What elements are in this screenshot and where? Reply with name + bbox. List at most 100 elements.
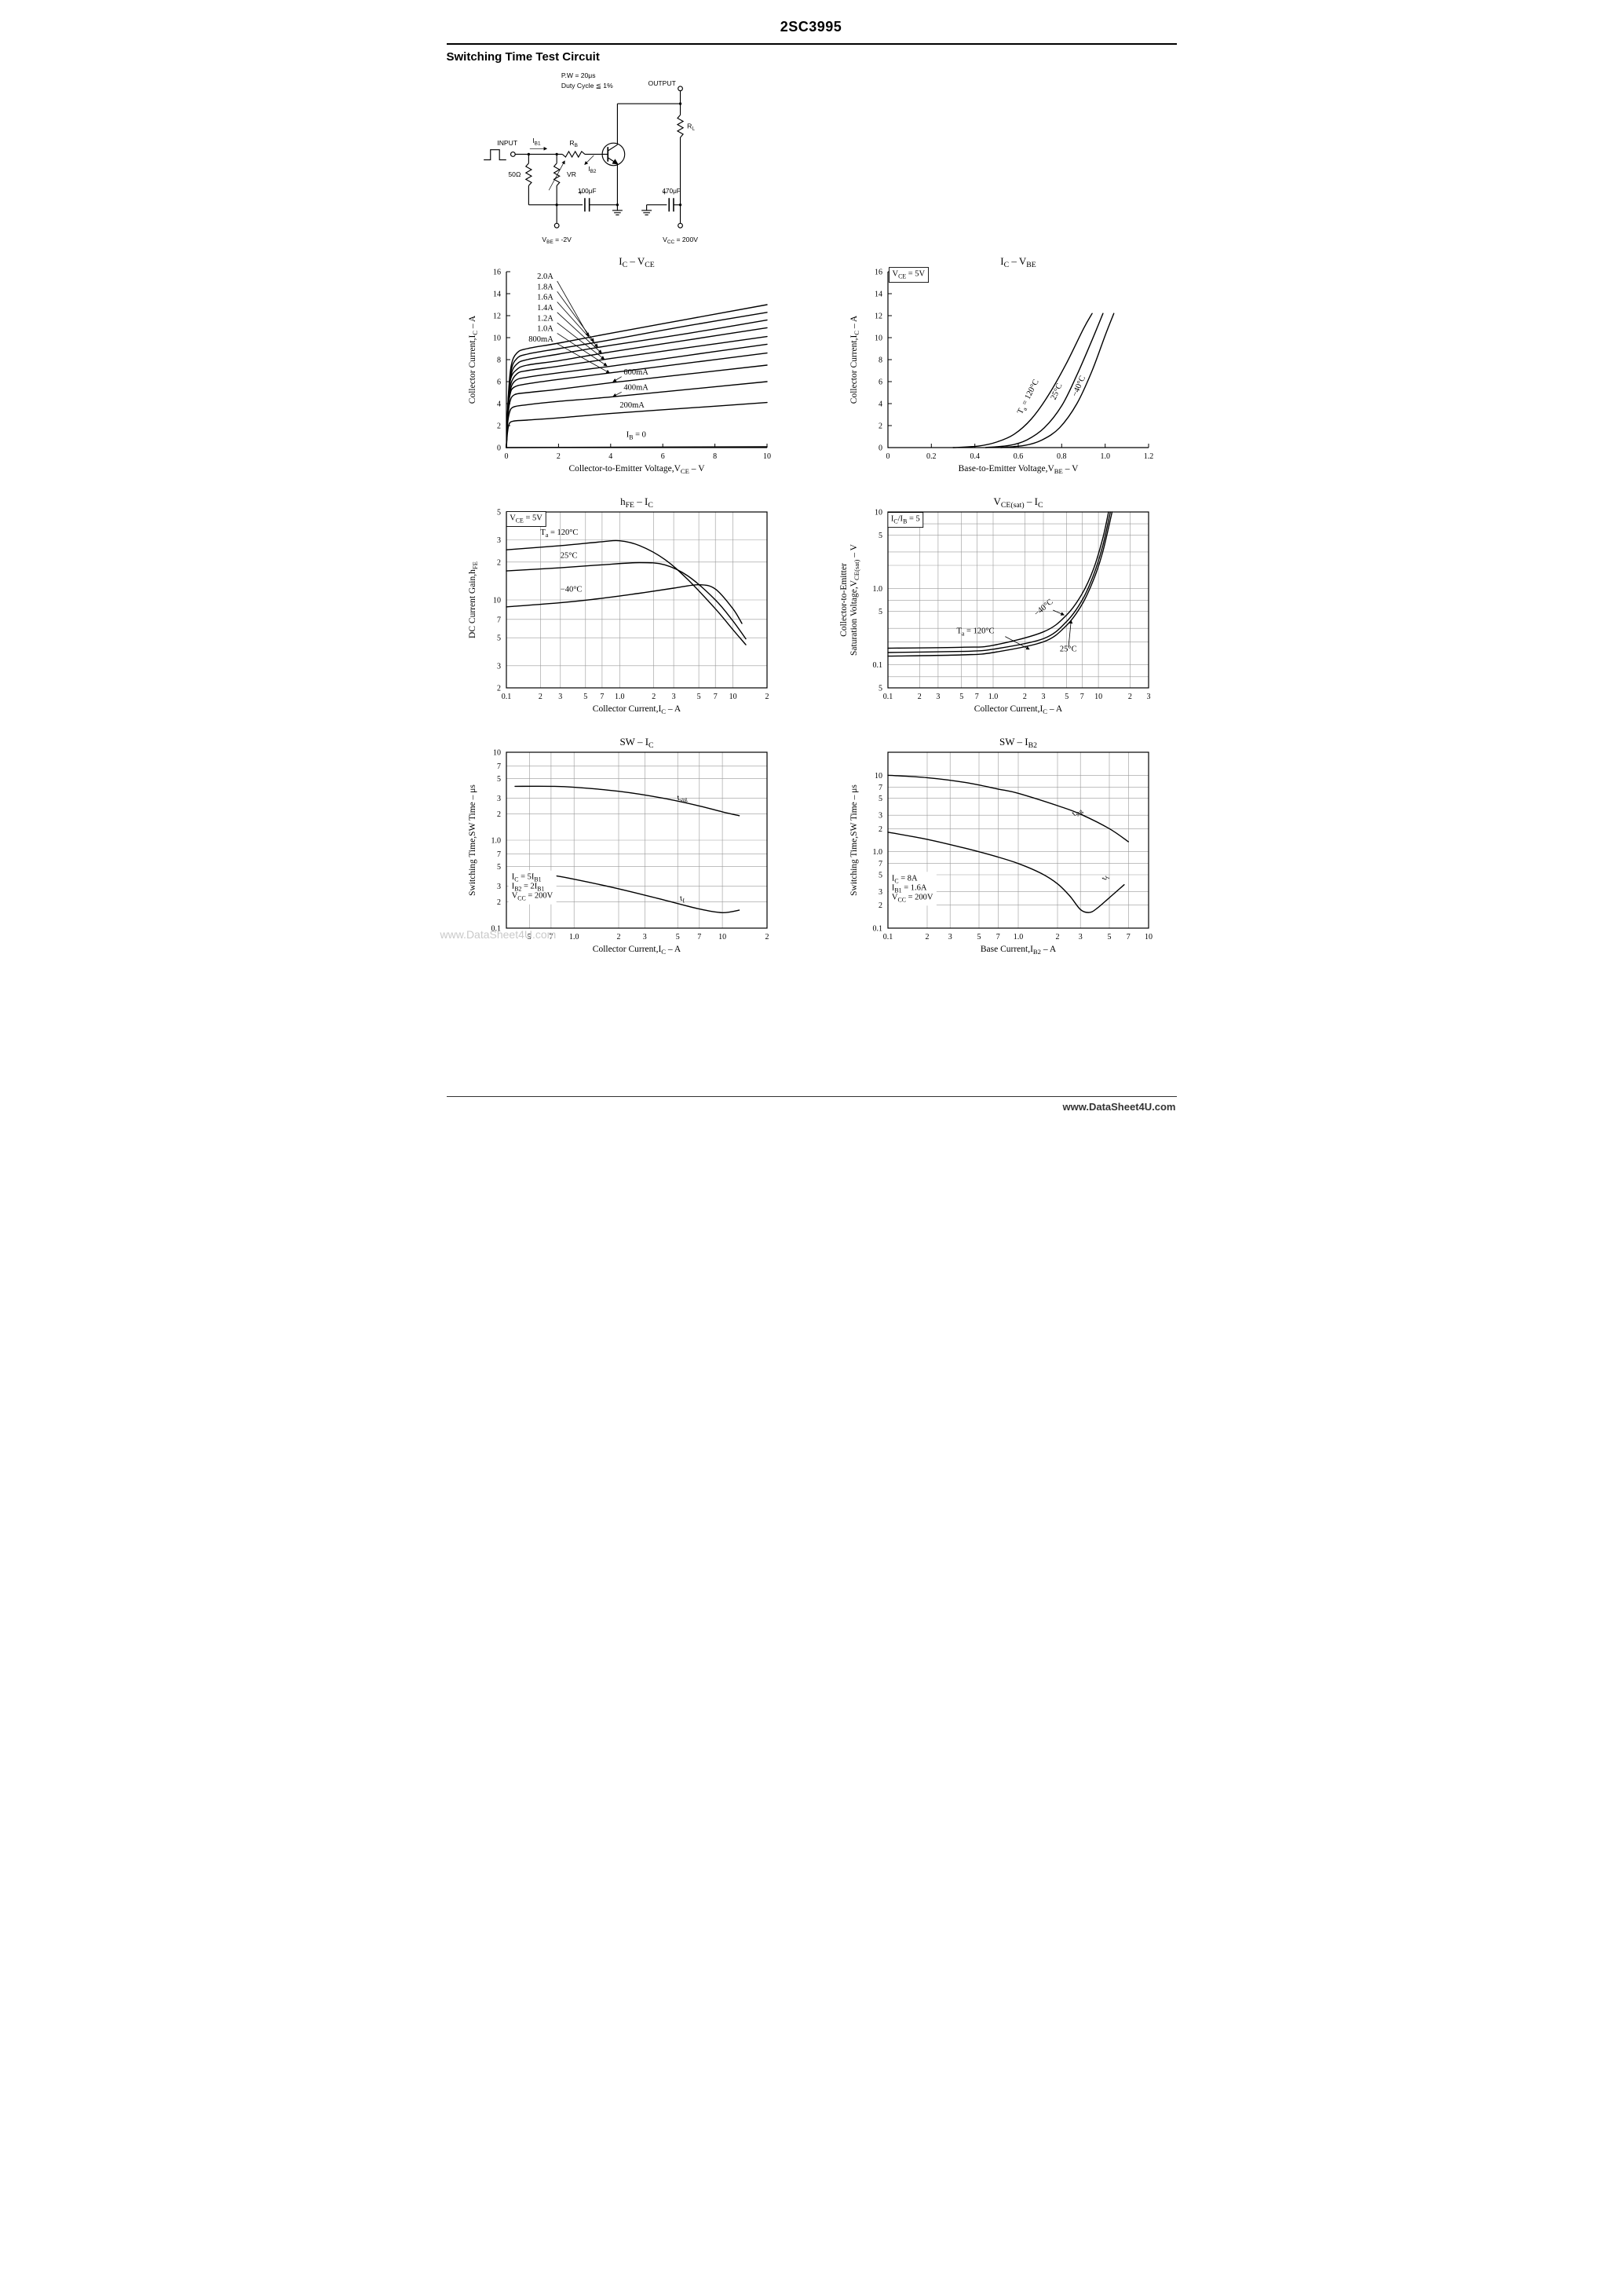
svg-text:3: 3 [1146,693,1150,701]
svg-text:7: 7 [497,616,501,624]
circuit-diagram: P.W = 20μs Duty Cycle ≦ 1% INPUT IB1 RB IB2 50… [483,71,698,245]
svg-text:VR: VR [567,170,576,178]
svg-text:2: 2 [652,693,656,701]
chart-sw-ib2-svg: 0.1 2 3 5 7 1.0 2 3 5 7 10 0.1 2 3 5 7 1.0 2 3 5 7 10 Base Cur… [849,736,1153,956]
svg-text:5: 5 [879,532,882,540]
curve-labels: tstg tf [676,794,687,905]
svg-text:2: 2 [765,933,769,941]
svg-text:5: 5 [879,795,882,803]
axis-labels: Collector Current,IC – A DC Current Gain,… [468,561,681,715]
axes [886,271,1149,448]
chart-title: SW – IC [619,736,653,750]
svg-text:1.4A: 1.4A [537,304,553,313]
chart-vcesat-ic: 0.1 2 3 5 7 1.0 2 3 5 7 10 2 3 5 0.1 5 1.0 5 10 Collector C… [809,492,1191,732]
svg-text:7: 7 [497,762,501,771]
svg-text:5: 5 [696,693,700,701]
svg-text:Base Current,IB2 – A: Base Current,IB2 – A [980,945,1056,956]
svg-text:10: 10 [718,933,726,941]
svg-text:1.0: 1.0 [1100,452,1110,461]
svg-text:tstg: tstg [1070,806,1084,820]
chart-ic-vce: 0 2 4 6 8 10 0 2 4 6 8 10 12 14 16 Collector-to-Emitter… [428,251,809,492]
svg-text:0: 0 [886,452,890,461]
chart-title: IC – VBE [1000,255,1036,269]
leader-arrow [1068,620,1072,648]
svg-text:14: 14 [493,291,501,299]
svg-text:Base-to-Emitter Voltage,VBE –: Base-to-Emitter Voltage,VBE – V [958,464,1079,475]
svg-text:2: 2 [497,558,501,567]
svg-text:3: 3 [558,693,562,701]
svg-text:6: 6 [660,452,664,461]
chart-sw-ic: 5 7 1.0 2 3 5 7 10 2 0.1 2 3 5 7 1.0 2 3 5 7 10 Collector Cu… [428,732,809,972]
grid [887,512,1149,688]
svg-text:3: 3 [671,693,675,701]
svg-text:0.8: 0.8 [1057,452,1067,461]
svg-text:14: 14 [875,291,882,299]
svg-text:800mA: 800mA [528,335,553,344]
svg-text:VCC = 200V: VCC = 200V [663,236,698,245]
svg-text:25°C: 25°C [1049,382,1064,401]
svg-text:Collector Current,IC – A: Collector Current,IC – A [592,704,681,715]
series-IB=400mA [505,381,768,448]
axis-labels: Collector-to-Emitter Voltage,VCE – V Coll… [468,315,705,475]
svg-text:5: 5 [959,693,963,701]
svg-text:1.0: 1.0 [1013,933,1023,941]
series-Ta=−40°C [505,583,743,624]
svg-text:0: 0 [504,452,508,461]
svg-text:1.0: 1.0 [615,693,625,701]
svg-text:400mA: 400mA [623,384,648,393]
svg-text:16: 16 [493,269,501,277]
svg-text:5: 5 [527,933,531,941]
svg-text:3: 3 [879,812,882,821]
svg-text:10: 10 [1145,933,1153,941]
svg-text:Collector-to-Emitter Voltage,V: Collector-to-Emitter Voltage,VCE – V [568,464,705,475]
svg-text:1.0: 1.0 [872,585,882,594]
axis-labels: Collector Current,IC – A Switching Time,S… [468,784,681,956]
axes [886,751,1149,929]
footer-link[interactable]: www.DataSheet4U.com [1062,1101,1176,1113]
grid [506,752,767,928]
svg-text:DC Current Gain,hFE: DC Current Gain,hFE [468,561,479,638]
leader-arrow [557,343,610,374]
svg-text:tf: tf [679,894,685,905]
svg-text:7: 7 [879,860,882,868]
svg-text:8: 8 [497,356,501,365]
datasheet-page: 2SC3995 Switching Time Test Circuit P.W … [405,0,1217,1148]
svg-text:−40°C: −40°C [1032,598,1054,618]
svg-text:3: 3 [1078,933,1082,941]
svg-text:OUTPUT: OUTPUT [648,79,676,87]
svg-text:0.6: 0.6 [1013,452,1023,461]
svg-text:5: 5 [497,863,501,872]
svg-text:Collector Current,IC – A: Collector Current,IC – A [468,315,479,404]
leader-arrow [556,302,598,348]
svg-text:0.1: 0.1 [872,925,882,934]
svg-text:P.W = 20μs: P.W = 20μs [561,71,595,79]
svg-text:5: 5 [675,933,679,941]
svg-text:1.0A: 1.0A [537,325,553,334]
svg-text:IB1 = 1.6A: IB1 = 1.6A [891,883,926,894]
svg-text:7: 7 [497,850,501,859]
svg-text:+: + [578,189,582,197]
series-group [886,774,1129,913]
svg-text:7: 7 [974,693,978,701]
leader-arrow [556,322,605,360]
condition-box: VCE = 5V [506,511,546,527]
curve-labels: Ta = 120°C25°C−40°C [540,528,582,594]
svg-text:7: 7 [713,693,717,701]
svg-text:7: 7 [995,933,999,941]
svg-text:5: 5 [583,693,587,701]
series-Ta=25°C [985,313,1104,448]
svg-text:16: 16 [875,269,882,277]
svg-text:2: 2 [497,685,501,693]
svg-text:2: 2 [879,825,882,834]
svg-text:6: 6 [497,378,501,387]
svg-text:1.0: 1.0 [988,693,998,701]
svg-text:200mA: 200mA [619,401,645,410]
series-Ta=120°C [886,511,1112,657]
series-tstg [513,785,740,817]
